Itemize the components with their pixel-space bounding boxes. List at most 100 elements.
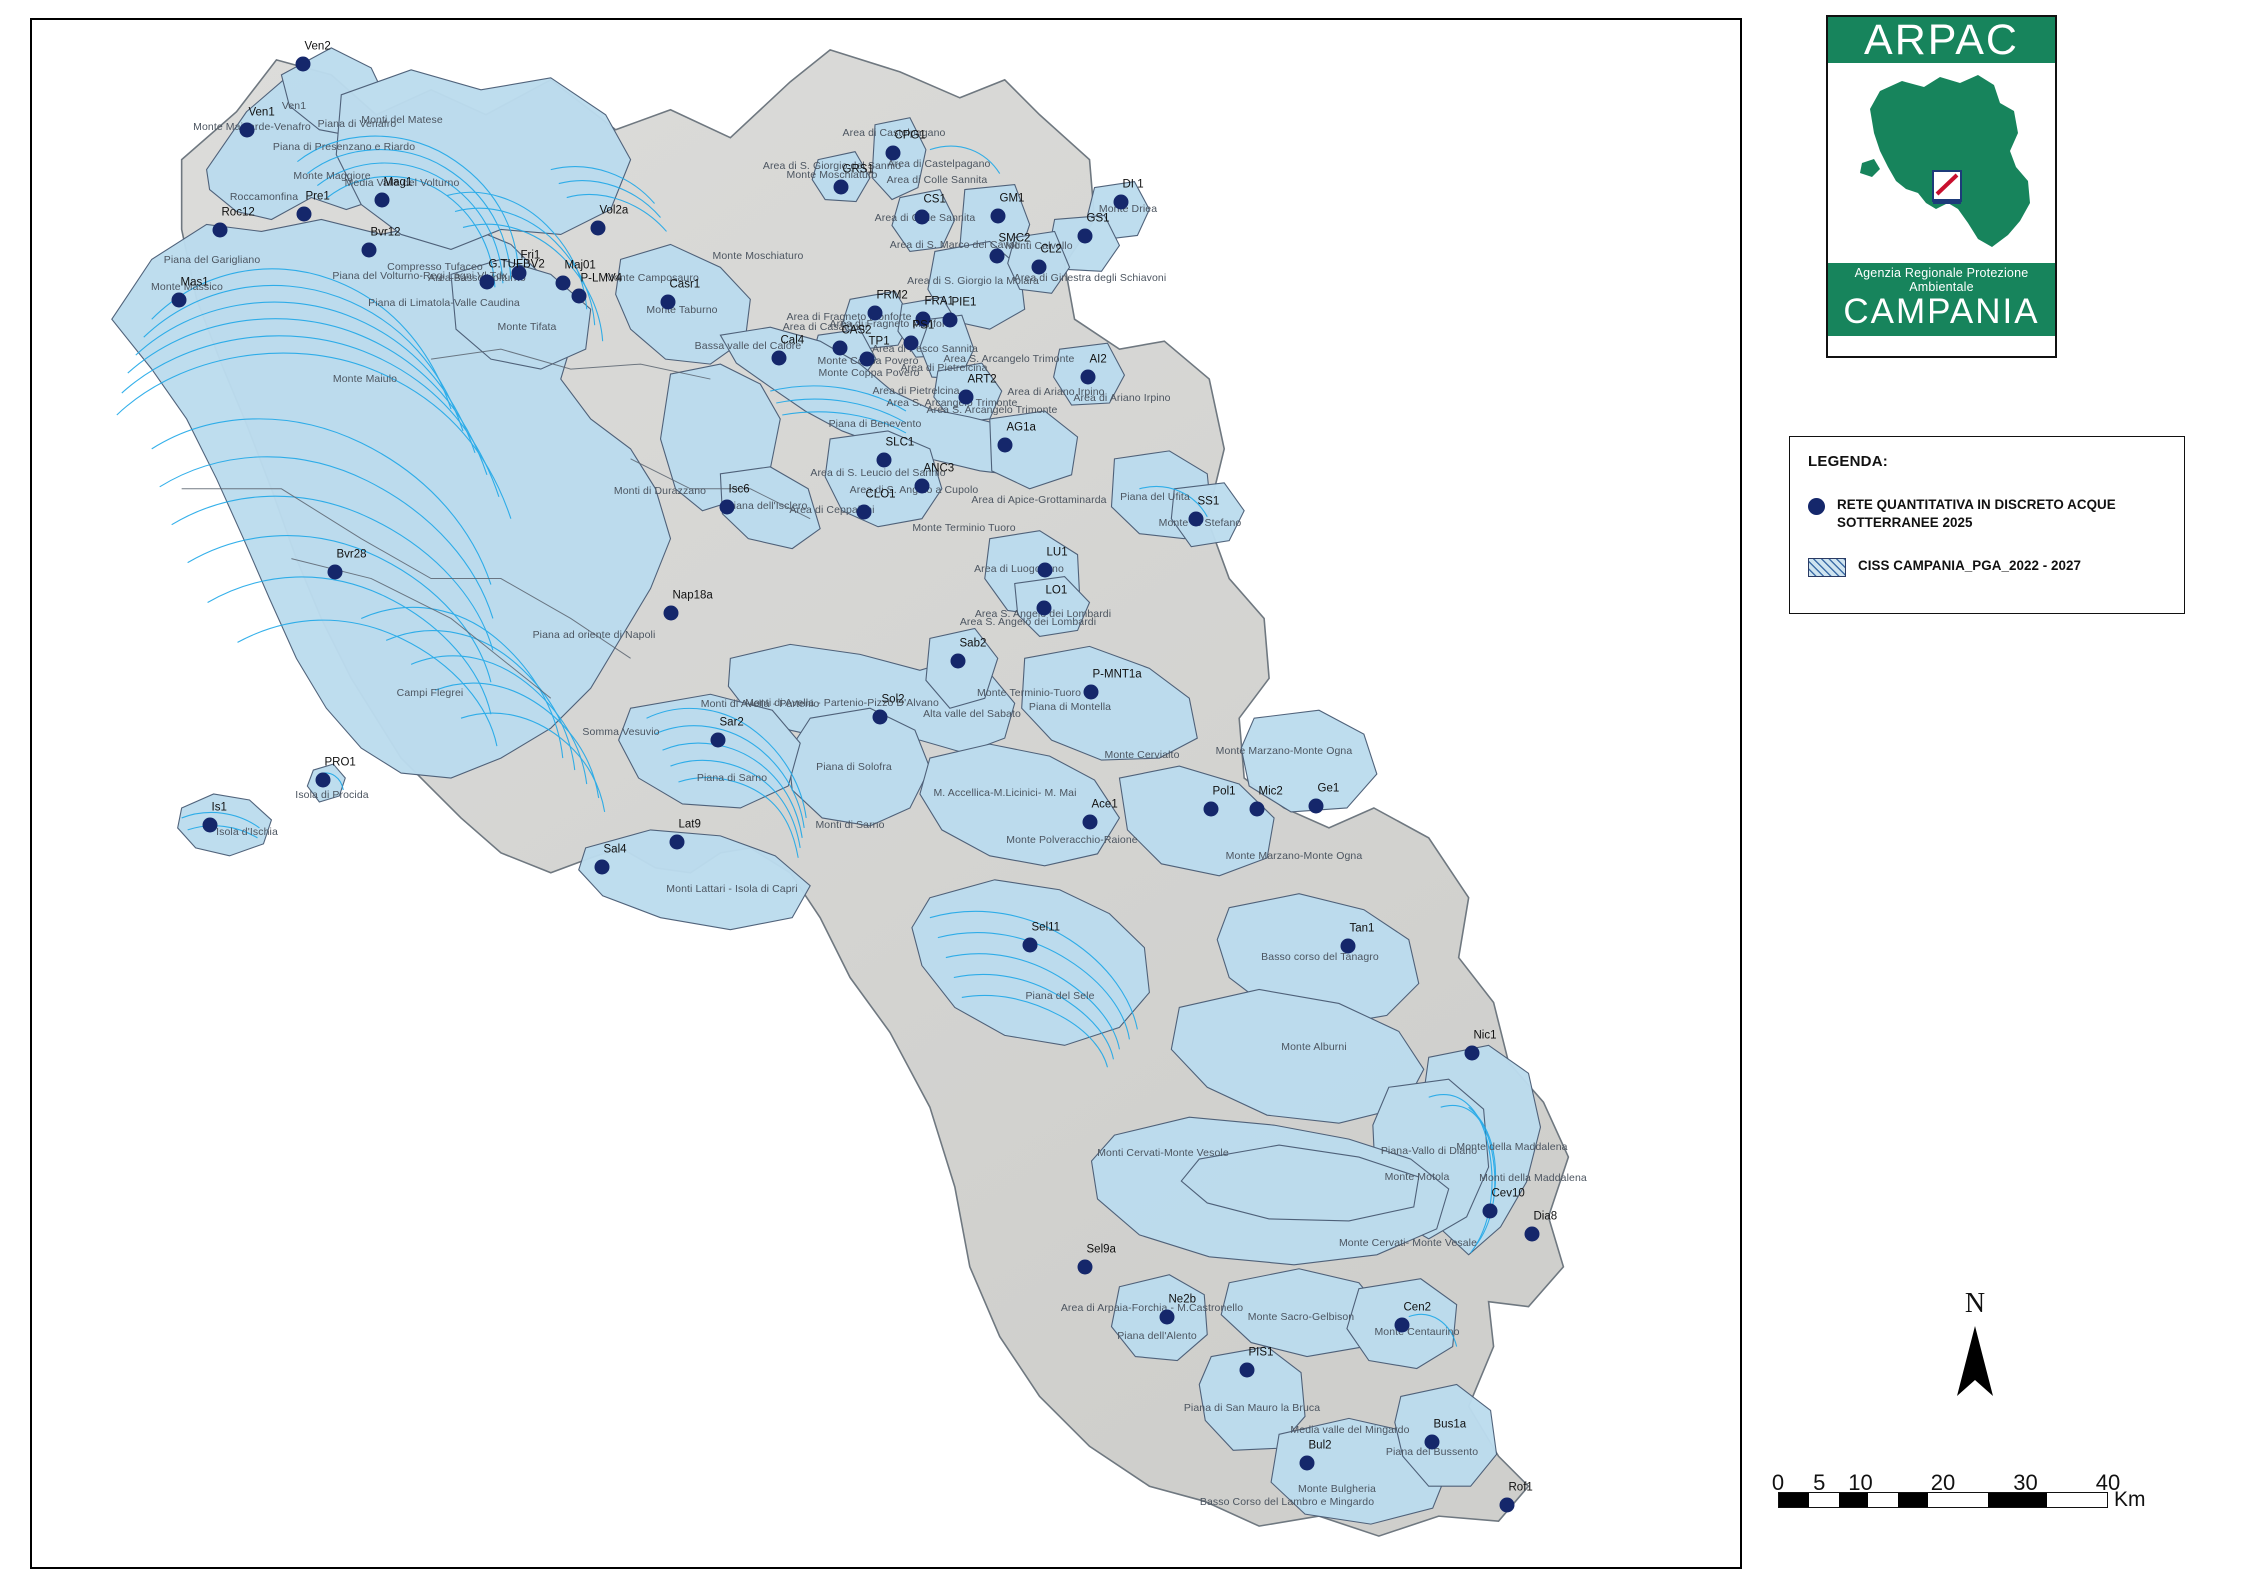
station-point-icon[interactable] [1424,1434,1440,1450]
station-point-icon[interactable] [719,499,735,515]
monitoring-station[interactable]: GRS1 [833,164,874,195]
monitoring-station[interactable]: FRA1 [915,296,954,327]
station-point-icon[interactable] [885,145,901,161]
station-point-icon[interactable] [856,504,872,520]
station-point-icon[interactable] [710,732,726,748]
station-point-icon[interactable] [171,292,187,308]
monitoring-station[interactable]: CPG1 [885,130,926,161]
monitoring-station[interactable]: Ven2 [295,41,331,72]
monitoring-station[interactable]: Bvr12 [361,227,401,258]
monitoring-station[interactable]: Pol1 [1203,786,1236,817]
station-point-icon[interactable] [1249,801,1265,817]
monitoring-station[interactable]: Sol2 [872,694,905,725]
monitoring-station[interactable]: AI2 [1080,354,1107,385]
station-point-icon[interactable] [361,242,377,258]
monitoring-station[interactable]: Isc6 [719,484,750,515]
monitoring-station[interactable]: LU1 [1037,547,1068,578]
station-point-icon[interactable] [1394,1317,1410,1333]
station-point-icon[interactable] [594,859,610,875]
station-point-icon[interactable] [1308,798,1324,814]
station-point-icon[interactable] [295,56,311,72]
station-point-icon[interactable] [1159,1309,1175,1325]
station-point-icon[interactable] [872,709,888,725]
station-point-icon[interactable] [876,452,892,468]
monitoring-station[interactable]: Mag1 [374,177,412,208]
station-point-icon[interactable] [950,653,966,669]
station-point-icon[interactable] [1499,1497,1515,1513]
station-point-icon[interactable] [296,206,312,222]
monitoring-station[interactable]: FRM2 [867,290,908,321]
station-point-icon[interactable] [859,351,875,367]
station-point-icon[interactable] [202,817,218,833]
monitoring-station[interactable]: ART2 [958,374,997,405]
station-point-icon[interactable] [1036,600,1052,616]
monitoring-station[interactable]: Nap18a [663,590,713,621]
monitoring-station[interactable]: LO1 [1036,585,1067,616]
monitoring-station[interactable]: PIE1 [942,297,976,328]
station-point-icon[interactable] [479,274,495,290]
station-point-icon[interactable] [663,605,679,621]
monitoring-station[interactable]: PRO1 [315,757,356,788]
station-point-icon[interactable] [327,564,343,580]
monitoring-station[interactable]: G.TUFBV2 [479,259,545,290]
monitoring-station[interactable]: Roc12 [212,207,255,238]
station-point-icon[interactable] [914,478,930,494]
monitoring-station[interactable]: Maj01 [555,260,596,291]
station-point-icon[interactable] [1077,1259,1093,1275]
monitoring-station[interactable]: ANC3 [914,463,954,494]
monitoring-station[interactable]: Sel9a [1077,1244,1116,1275]
station-point-icon[interactable] [771,350,787,366]
station-point-icon[interactable] [1022,937,1038,953]
station-point-icon[interactable] [1203,801,1219,817]
monitoring-station[interactable]: Sar2 [710,717,744,748]
monitoring-station[interactable]: SS1 [1188,496,1219,527]
monitoring-station[interactable]: Cen2 [1394,1302,1431,1333]
monitoring-station[interactable]: Mic2 [1249,786,1283,817]
monitoring-station[interactable]: AG1a [997,422,1036,453]
station-point-icon[interactable] [315,772,331,788]
station-point-icon[interactable] [1464,1045,1480,1061]
monitoring-station[interactable]: Bus1a [1424,1419,1466,1450]
station-point-icon[interactable] [833,179,849,195]
station-point-icon[interactable] [239,122,255,138]
monitoring-station[interactable]: Nic1 [1464,1030,1497,1061]
monitoring-station[interactable]: P-MNT1a [1083,669,1142,700]
monitoring-station[interactable]: Pre1 [296,191,330,222]
station-point-icon[interactable] [212,222,228,238]
monitoring-station[interactable]: Sal4 [594,844,627,875]
monitoring-station[interactable]: Sab2 [950,638,986,669]
station-point-icon[interactable] [942,312,958,328]
monitoring-station[interactable]: Is1 [202,802,227,833]
station-point-icon[interactable] [1188,511,1204,527]
monitoring-station[interactable]: CLO1 [856,489,896,520]
monitoring-station[interactable]: Mas1 [171,277,209,308]
station-point-icon[interactable] [832,340,848,356]
monitoring-station[interactable]: Ace1 [1082,799,1118,830]
monitoring-station[interactable]: SMC2 [989,233,1030,264]
station-point-icon[interactable] [669,834,685,850]
monitoring-station[interactable]: TP1 [859,336,890,367]
station-point-icon[interactable] [989,248,1005,264]
monitoring-station[interactable]: Fri1 [511,250,540,281]
monitoring-station[interactable]: DI 1 [1113,179,1144,210]
station-point-icon[interactable] [1299,1455,1315,1471]
monitoring-station[interactable]: GS1 [1077,213,1110,244]
monitoring-station[interactable]: Sel11 [1022,922,1060,953]
station-point-icon[interactable] [990,208,1006,224]
station-point-icon[interactable] [997,437,1013,453]
station-point-icon[interactable] [867,305,883,321]
station-point-icon[interactable] [915,311,931,327]
monitoring-station[interactable]: Bul2 [1299,1440,1332,1471]
monitoring-station[interactable]: Tan1 [1340,923,1374,954]
station-point-icon[interactable] [958,389,974,405]
station-point-icon[interactable] [1340,938,1356,954]
station-point-icon[interactable] [555,275,571,291]
monitoring-station[interactable]: Ven1 [239,107,275,138]
station-point-icon[interactable] [1037,562,1053,578]
station-point-icon[interactable] [1524,1226,1540,1242]
monitoring-station[interactable]: Cal4 [771,335,804,366]
station-point-icon[interactable] [1031,259,1047,275]
monitoring-station[interactable]: CAS2 [832,325,872,356]
monitoring-station[interactable]: Vol2a [590,205,628,236]
station-point-icon[interactable] [1113,194,1129,210]
